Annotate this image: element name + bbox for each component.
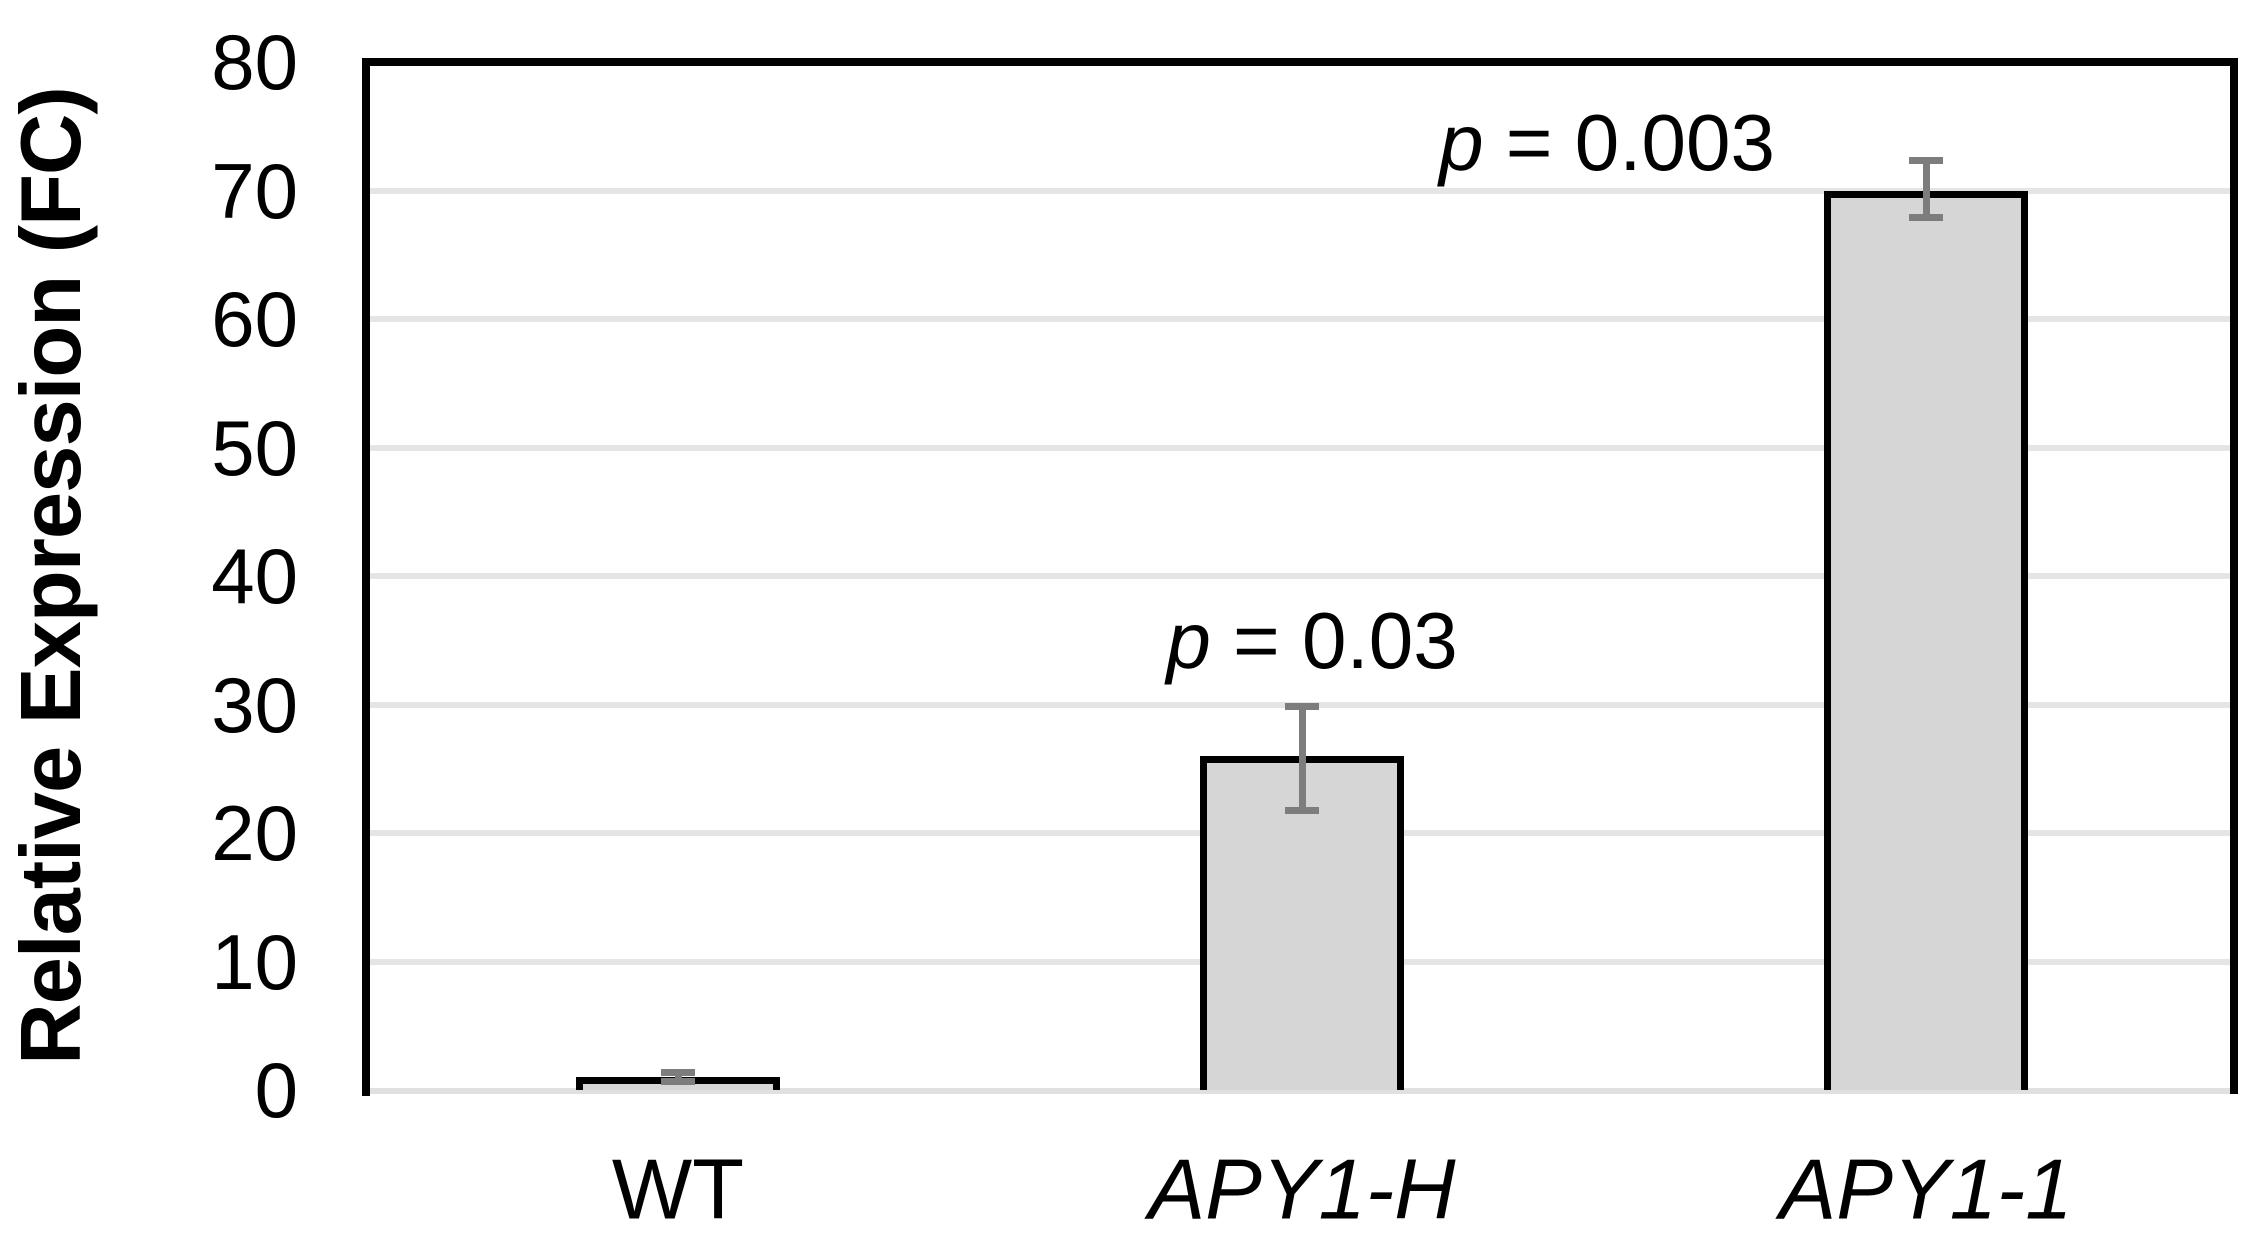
p-value-label: p = 0.003 — [1439, 103, 1775, 183]
error-bar-cap-bottom — [1285, 806, 1319, 814]
p-value-variable: p — [1439, 98, 1484, 187]
p-value-variable: p — [1166, 596, 1211, 685]
error-bar-cap-top — [661, 1069, 695, 1077]
y-tick-label: 40 — [211, 532, 298, 620]
y-tick-label: 50 — [211, 403, 298, 492]
gridline — [366, 444, 2238, 451]
p-value-label: p = 0.03 — [1166, 601, 1457, 681]
bar-apy1-1 — [1824, 190, 2028, 1090]
y-tick-label: 0 — [254, 1046, 298, 1134]
error-bar-line — [1298, 703, 1306, 814]
y-tick-label: 80 — [211, 18, 298, 106]
plot-right-border — [2230, 58, 2238, 1094]
error-bar-cap-bottom — [661, 1077, 695, 1085]
error-bar-line — [674, 1069, 682, 1085]
error-bar-cap-top — [1909, 157, 1943, 165]
y-tick-label: 70 — [211, 146, 298, 235]
plot-top-border — [366, 58, 2238, 66]
y-tick-label: 60 — [211, 275, 298, 363]
p-value-text: = 0.003 — [1483, 98, 1775, 187]
y-tick-label: 10 — [211, 917, 298, 1006]
gridline — [366, 187, 2238, 194]
y-tick-label: 30 — [211, 660, 298, 749]
gridline — [366, 316, 2238, 322]
x-category-label-wt: WT — [611, 1142, 745, 1238]
x-category-label-apy1-h: APY1-H — [1148, 1142, 1456, 1238]
gridline — [366, 573, 2238, 579]
y-tick-label: 20 — [211, 789, 298, 877]
error-bar-cap-top — [1285, 703, 1319, 711]
p-value-text: = 0.03 — [1210, 596, 1458, 685]
x-axis-baseline — [362, 1088, 2238, 1094]
error-bar-line — [1922, 157, 1930, 222]
y-axis-line — [362, 58, 370, 1096]
error-bar-cap-bottom — [1909, 214, 1943, 222]
x-category-label-apy1-1: APY1-1 — [1779, 1142, 2073, 1238]
